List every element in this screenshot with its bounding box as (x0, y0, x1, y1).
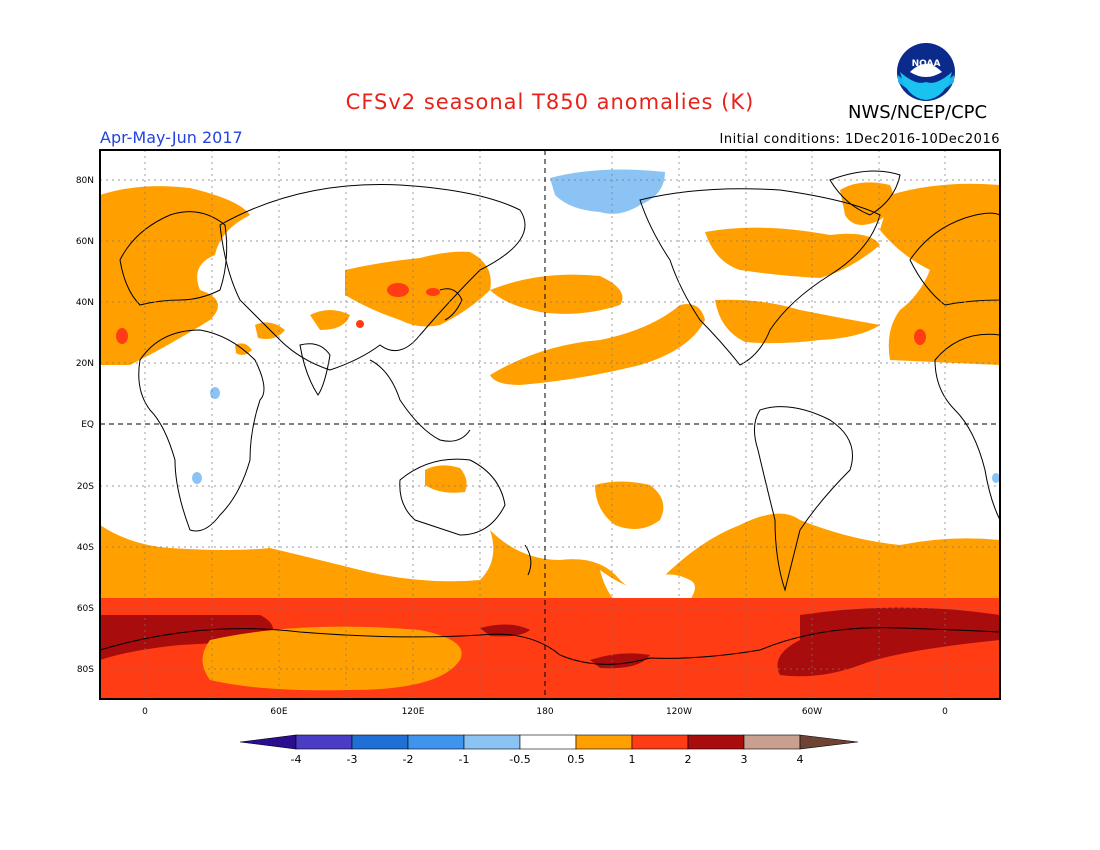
colorbar-label: 1 (629, 753, 636, 766)
southeast-asia-outline (369, 359, 471, 442)
mongolia-red-spot (387, 283, 409, 297)
west-asia-orange (310, 310, 350, 330)
colorbar-bin (519, 734, 577, 750)
colorbar-bin (407, 734, 465, 750)
colorbar-label: -2 (403, 753, 414, 766)
lat-label: 60S (77, 604, 94, 614)
tibet-red-spot (356, 320, 364, 328)
logo-text: NOAA (912, 59, 941, 69)
latitude-labels: 80N 60N 40N 20N EQ 20S 40S 60S 80S (76, 176, 94, 675)
south-america-outline (754, 406, 853, 592)
colorbar-bin (351, 734, 409, 750)
morocco-red-spot-right (914, 329, 926, 345)
coastlines (99, 170, 1001, 665)
colorbar-arrow-left (239, 734, 297, 750)
longitude-labels: 0 60E 120E 180 120W 60W 0 (142, 707, 948, 717)
lat-label: 60N (76, 237, 94, 247)
manchuria-red-spot (426, 288, 440, 296)
lat-label: 20N (76, 359, 94, 369)
colorbar-label: 2 (685, 753, 692, 766)
africa-outline-right (934, 333, 1001, 521)
colorbar-bin (687, 734, 745, 750)
antarctic-darkred-west (100, 615, 274, 660)
lat-label: 40N (76, 298, 94, 308)
lon-label: 60W (802, 707, 822, 717)
colorbar-label: 3 (741, 753, 748, 766)
colorbar-label: 4 (797, 753, 804, 766)
antarctic-darkred-wilkes (480, 624, 530, 637)
lat-label: 80N (76, 176, 94, 186)
colorbar-bin (575, 734, 633, 750)
lon-label: 0 (942, 707, 948, 717)
europe-atlantic-orange-right (880, 183, 1000, 365)
lon-label: 120E (402, 707, 425, 717)
colorbar-label: 0.5 (567, 753, 585, 766)
arctic-blue-patch (550, 169, 665, 214)
colorbar-bin (463, 734, 521, 750)
australia-outline (399, 458, 506, 536)
india-outline (299, 343, 331, 396)
africa-outline (138, 329, 265, 532)
asia-outline (219, 184, 526, 371)
lon-label: 0 (142, 707, 148, 717)
lat-label: EQ (81, 420, 94, 430)
initial-conditions: Initial conditions: 1Dec2016-10Dec2016 (719, 132, 1000, 147)
colorbar-label: -4 (291, 753, 302, 766)
colorbar-label: -1 (459, 753, 470, 766)
pacific-orange-tongue (490, 304, 705, 385)
australia-orange-patch (425, 465, 467, 493)
colorbar-label: -0.5 (509, 753, 530, 766)
colorbar-bin (743, 734, 801, 750)
middle-east-orange (255, 322, 285, 339)
greenland-orange (840, 182, 894, 225)
forecast-period: Apr-May-Jun 2017 (100, 128, 243, 147)
colorbar-label: -3 (347, 753, 358, 766)
colorbar: -4 -3 -2 -1 -0.5 0.5 1 2 3 4 (239, 734, 859, 766)
grid-lines (100, 150, 1000, 699)
map-frame (99, 149, 1001, 700)
east-pacific-orange (715, 299, 880, 344)
lon-label: 180 (536, 707, 553, 717)
europe-atlantic-orange (100, 186, 250, 365)
north-pacific-orange (490, 274, 623, 314)
colorbar-bin (631, 734, 689, 750)
noaa-logo-icon: NOAA (897, 43, 955, 101)
lon-label: 120W (666, 707, 692, 717)
antarctic-orange-interior (202, 626, 462, 691)
africa-blue-spot-south (192, 472, 202, 484)
new-zealand-outline (524, 544, 532, 576)
antarctic-darkred-east (777, 607, 1000, 677)
lon-label: 60E (270, 707, 287, 717)
japan-outline (439, 288, 463, 321)
asia-orange (345, 251, 491, 327)
atlantic-blue-spot (992, 473, 1000, 483)
africa-blue-spot-north (210, 387, 220, 399)
antarctica-outline (99, 627, 1001, 665)
europe-outline (119, 211, 228, 306)
agency-label: NWS/NCEP/CPC (848, 102, 988, 123)
greenland-outline (829, 170, 901, 216)
canada-orange (705, 227, 880, 278)
map-title: CFSv2 seasonal T850 anomalies (K) (345, 90, 755, 114)
colorbar-arrow-right (799, 734, 859, 750)
colorbar-bin (295, 734, 353, 750)
lat-label: 20S (77, 482, 94, 492)
lat-label: 40S (77, 543, 94, 553)
morocco-red-spot (116, 328, 128, 344)
lat-label: 80S (77, 665, 94, 675)
